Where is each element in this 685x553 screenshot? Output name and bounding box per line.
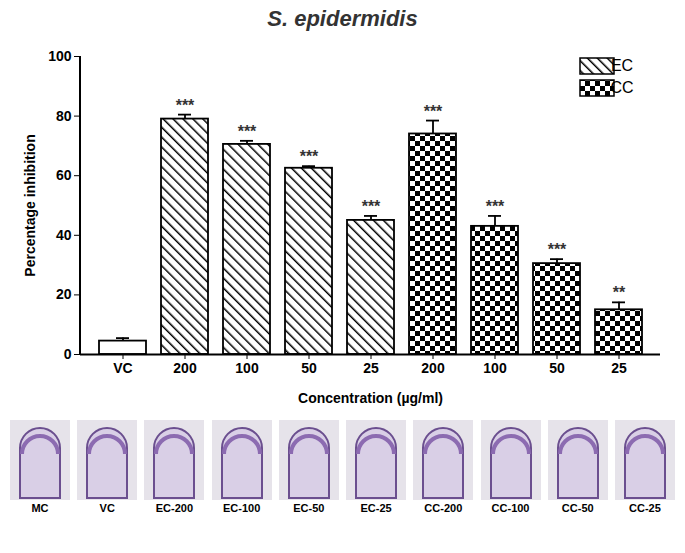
svg-text:200: 200 (421, 360, 445, 376)
html-text:VC: VC (99, 502, 115, 514)
html-text:S. epidermidis: S. epidermidis (267, 6, 418, 31)
svg-text:60: 60 (56, 167, 72, 183)
svg-text:***: *** (486, 198, 505, 215)
html-text:EC-50: EC-50 (293, 502, 325, 514)
svg-text:***: *** (300, 148, 319, 165)
html-text:EC-200: EC-200 (155, 502, 194, 514)
svg-text:50: 50 (549, 360, 565, 376)
svg-text:25: 25 (363, 360, 379, 376)
html-text:MC: MC (31, 502, 49, 514)
svg-text:100: 100 (48, 48, 72, 64)
svg-text:***: *** (548, 241, 567, 258)
svg-text:***: *** (424, 103, 443, 120)
svg-text:40: 40 (56, 227, 72, 243)
svg-text:***: *** (238, 123, 257, 140)
html-text:CC-50: CC-50 (561, 502, 594, 514)
svg-text:50: 50 (301, 360, 317, 376)
svg-text:100: 100 (483, 360, 507, 376)
svg-text:80: 80 (56, 108, 72, 124)
svg-text:Concentration (µg/ml): Concentration (µg/ml) (298, 390, 443, 406)
html-text:CC-25: CC-25 (629, 502, 661, 514)
svg-text:CC: CC (610, 79, 633, 96)
svg-text:0: 0 (64, 346, 72, 362)
html-text:EC-25: EC-25 (360, 502, 392, 514)
svg-text:20: 20 (56, 286, 72, 302)
svg-text:Percentage inhibition: Percentage inhibition (22, 134, 38, 276)
svg-text:VC: VC (113, 360, 132, 376)
svg-text:200: 200 (173, 360, 197, 376)
svg-text:25: 25 (611, 360, 627, 376)
svg-text:***: *** (362, 198, 381, 215)
html-text:CC-200: CC-200 (424, 502, 463, 514)
html-text:EC-100: EC-100 (223, 502, 261, 514)
html-text:CC-100: CC-100 (491, 502, 530, 514)
svg-text:100: 100 (235, 360, 259, 376)
svg-text:EC: EC (611, 57, 633, 74)
svg-text:***: *** (176, 97, 195, 114)
svg-text:**: ** (613, 284, 626, 301)
